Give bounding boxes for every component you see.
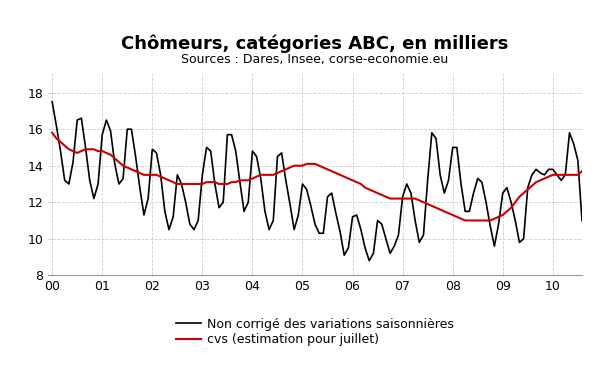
cvs (estimation pour juillet) bbox=[49, 131, 56, 135]
cvs (estimation pour juillet) bbox=[578, 169, 586, 173]
cvs (estimation pour juillet) bbox=[557, 173, 565, 177]
Non corrigé des variations saisonnières bbox=[266, 227, 273, 232]
Line: Non corrigé des variations saisonnières: Non corrigé des variations saisonnières bbox=[52, 102, 582, 261]
Non corrigé des variations saisonnières bbox=[365, 259, 373, 263]
cvs (estimation pour juillet) bbox=[245, 178, 252, 183]
Non corrigé des variations saisonnières bbox=[49, 100, 56, 104]
cvs (estimation pour juillet) bbox=[266, 173, 273, 177]
cvs (estimation pour juillet) bbox=[324, 167, 331, 171]
Legend: Non corrigé des variations saisonnières, cvs (estimation pour juillet): Non corrigé des variations saisonnières,… bbox=[176, 318, 454, 346]
Line: cvs (estimation pour juillet): cvs (estimation pour juillet) bbox=[52, 133, 582, 221]
Non corrigé des variations saisonnières bbox=[245, 200, 252, 205]
cvs (estimation pour juillet) bbox=[508, 205, 515, 210]
cvs (estimation pour juillet) bbox=[178, 182, 185, 186]
Non corrigé des variations saisonnières bbox=[508, 200, 515, 205]
cvs (estimation pour juillet) bbox=[461, 218, 469, 223]
Text: Sources : Dares, Insee, corse-economie.eu: Sources : Dares, Insee, corse-economie.e… bbox=[181, 53, 449, 66]
Non corrigé des variations saisonnières bbox=[324, 195, 331, 199]
Non corrigé des variations saisonnières bbox=[578, 218, 586, 223]
Title: Chômeurs, catégories ABC, en milliers: Chômeurs, catégories ABC, en milliers bbox=[121, 35, 509, 54]
Non corrigé des variations saisonnières bbox=[178, 182, 185, 186]
Non corrigé des variations saisonnières bbox=[557, 178, 565, 183]
